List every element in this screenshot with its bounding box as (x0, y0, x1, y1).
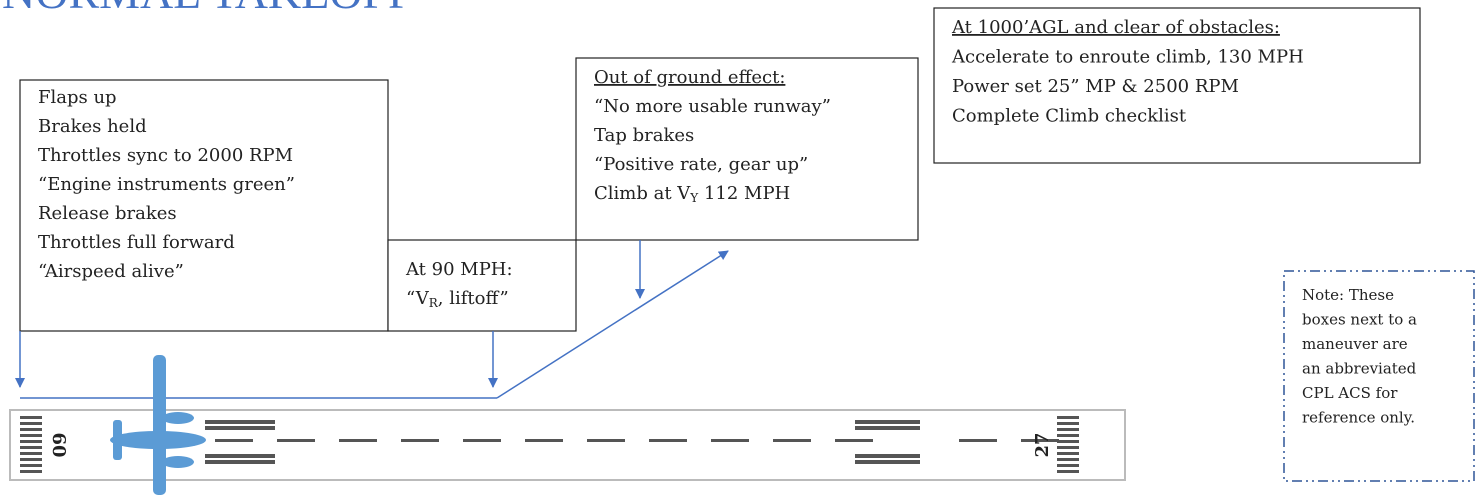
threshold-stripe (1057, 458, 1079, 461)
box-line: “Airspeed alive” (38, 261, 184, 282)
subscript: Y (689, 191, 699, 205)
box-line: Tap brakes (594, 125, 694, 146)
note-line: CPL ACS for (1302, 384, 1398, 402)
tail (113, 420, 122, 460)
touchdown-bar (205, 420, 275, 424)
engine (162, 412, 194, 424)
centerline-dash (587, 439, 625, 442)
box (19, 79, 389, 332)
threshold-stripe (1057, 416, 1079, 419)
arrow (496, 250, 729, 399)
box (933, 7, 1421, 164)
threshold-stripe (1057, 470, 1079, 473)
box-line: Throttles full forward (38, 232, 235, 253)
note-line: Note: These (1302, 286, 1394, 304)
centerline-dash (401, 439, 439, 442)
threshold-stripe (1057, 464, 1079, 467)
engine (162, 456, 194, 468)
touchdown-bar (205, 454, 275, 458)
centerline-dash (711, 439, 749, 442)
box-heading: At 1000’AGL and clear of obstacles: (951, 17, 1280, 38)
touchdown-bar (855, 420, 920, 424)
box-line: “VR, liftoff” (406, 288, 509, 310)
threshold-stripe (20, 452, 42, 455)
text-part: , liftoff” (438, 288, 509, 309)
threshold-stripe (20, 434, 42, 437)
threshold-stripe (1057, 434, 1079, 437)
threshold-stripe (1057, 422, 1079, 425)
threshold-stripe (20, 422, 42, 425)
subscript: R (429, 296, 439, 310)
touchdown-bar (855, 426, 920, 430)
text-part: “V (406, 288, 430, 309)
arrows (15, 240, 729, 399)
threshold-stripe (20, 416, 42, 419)
runway-number: 27 (1032, 432, 1053, 457)
threshold-stripe (20, 470, 42, 473)
box-heading: Out of ground effect: (594, 67, 785, 88)
text-part: 112 MPH (698, 183, 790, 204)
note-line: boxes next to a (1302, 311, 1417, 329)
centerline-dash (277, 439, 315, 442)
note-line: an abbreviated (1302, 360, 1417, 378)
threshold-stripe (20, 446, 42, 449)
box-line: “Engine instruments green” (38, 174, 295, 195)
title: NORMAL TAKEOFF (2, 0, 414, 18)
centerline-dash (649, 439, 687, 442)
centerline-dash (959, 439, 997, 442)
boxes (19, 7, 1421, 332)
box-line: Climb at VY 112 MPH (594, 183, 790, 205)
threshold-stripe (20, 440, 42, 443)
wing (153, 355, 166, 495)
centerline-dash (215, 439, 253, 442)
box-line: Power set 25” MP & 2500 RPM (952, 76, 1239, 97)
centerline-dash (463, 439, 501, 442)
box-line: Release brakes (38, 203, 177, 224)
centerline-dash (525, 439, 563, 442)
touchdown-bar (205, 426, 275, 430)
box-line: “Positive rate, gear up” (594, 154, 808, 175)
box-line: Throttles sync to 2000 RPM (38, 145, 293, 166)
centerline-dash (1021, 439, 1059, 442)
note-line: reference only. (1302, 409, 1415, 427)
threshold-stripe (1057, 440, 1079, 443)
box-line: At 90 MPH: (405, 259, 513, 280)
threshold-stripe (1057, 452, 1079, 455)
threshold-stripe (1057, 446, 1079, 449)
note-line: maneuver are (1302, 335, 1408, 353)
box-line: Complete Climb checklist (952, 106, 1187, 127)
box-line: Flaps up (38, 87, 117, 108)
fuselage (110, 431, 206, 449)
text-part: Climb at V (594, 183, 691, 204)
runway-number: 60 (48, 432, 69, 457)
box-line: Accelerate to enroute climb, 130 MPH (951, 47, 1304, 68)
touchdown-bar (205, 460, 275, 464)
centerline-dash (339, 439, 377, 442)
runway-markings (20, 416, 1079, 473)
box (387, 239, 577, 332)
box-line: “No more usable runway” (594, 96, 831, 117)
threshold-stripe (1057, 428, 1079, 431)
airplane (110, 355, 206, 495)
threshold-stripe (20, 458, 42, 461)
box (575, 57, 919, 241)
box-line: Brakes held (38, 116, 147, 137)
touchdown-bar (855, 460, 920, 464)
centerline-dash (835, 439, 873, 442)
threshold-stripe (20, 464, 42, 467)
note-box (1283, 270, 1475, 482)
touchdown-bar (855, 454, 920, 458)
centerline-dash (773, 439, 811, 442)
threshold-stripe (20, 428, 42, 431)
